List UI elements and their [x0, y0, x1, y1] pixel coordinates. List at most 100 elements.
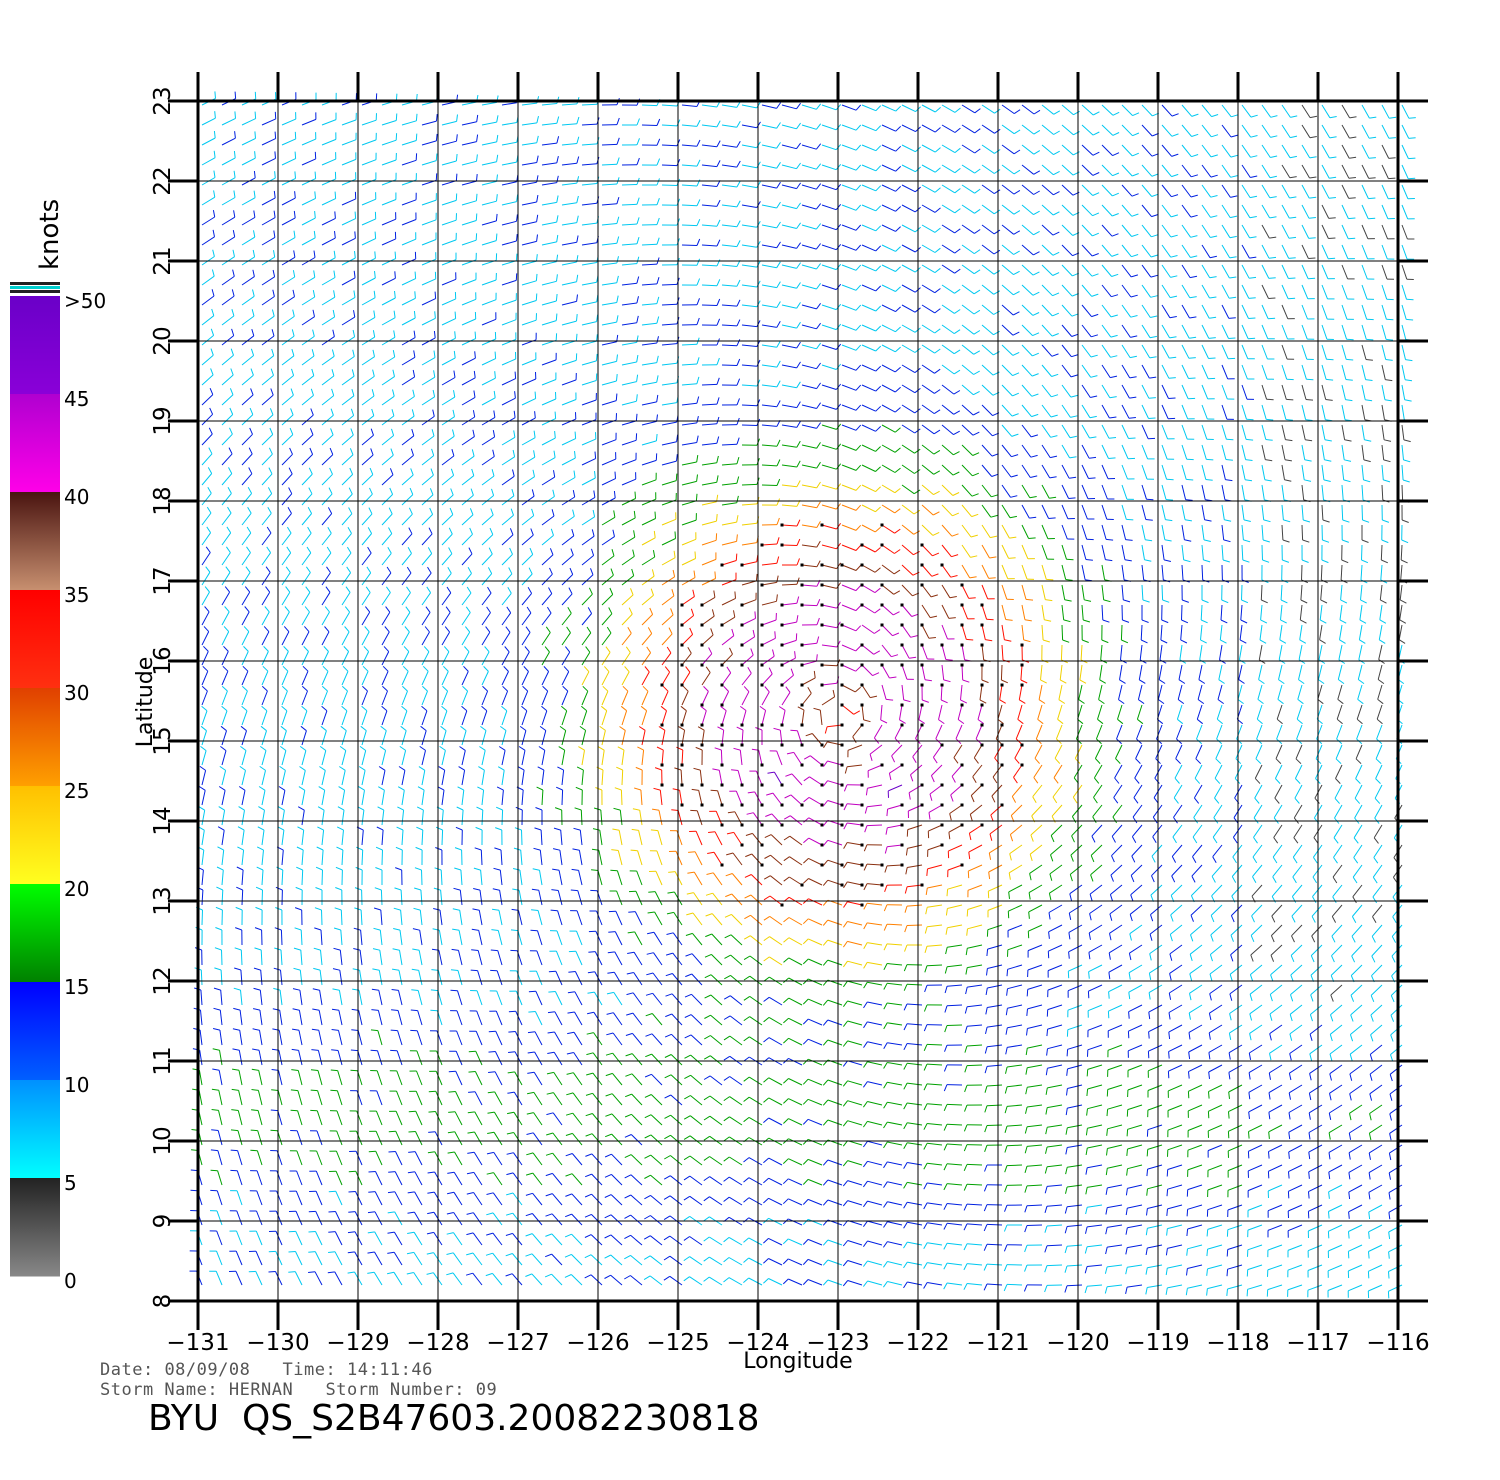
wind-barb [341, 178, 356, 186]
wind-barb [1281, 484, 1285, 500]
wind-barb-flag [1209, 276, 1217, 279]
wind-barb-flag [932, 552, 940, 557]
wind-barb-flag [892, 632, 900, 637]
wind-barb [681, 596, 695, 606]
wind-barb-flag [450, 468, 455, 476]
wind-barb [1093, 784, 1103, 798]
wind-barb [1201, 124, 1212, 138]
wind-barb [1301, 224, 1310, 239]
wind-barb-flag [873, 650, 881, 655]
wind-barb [561, 671, 570, 686]
wind-barb [1008, 864, 1023, 874]
wind-barb-flag [448, 527, 453, 535]
wind-barb [1101, 164, 1113, 177]
wind-barb-flag [258, 786, 266, 791]
wind-barb [221, 275, 235, 286]
wind-barb [1081, 164, 1094, 176]
wind-barb-flag [1328, 237, 1336, 239]
wind-barb-flag [953, 390, 961, 395]
wind-barb [1315, 744, 1323, 759]
wind-barb [341, 572, 352, 586]
wind-barb-flag [909, 656, 917, 659]
wind-barb [869, 744, 883, 755]
wind-barb [541, 632, 551, 646]
rain-flag-marker [700, 743, 704, 747]
wind-barb-flag [895, 186, 902, 192]
wind-barb-flag [381, 705, 388, 712]
wind-barb [981, 384, 994, 396]
wind-barb [881, 384, 896, 393]
wind-barb [781, 384, 797, 389]
wind-barb [1041, 564, 1047, 580]
wind-barb-flag [816, 636, 820, 644]
wind-barb [1214, 764, 1223, 779]
wind-barb-flag [928, 637, 936, 639]
wind-barb-flag [473, 390, 476, 398]
wind-barb [1221, 384, 1228, 400]
wind-barb [741, 124, 757, 129]
wind-barb [1059, 664, 1063, 680]
wind-barb [761, 484, 778, 486]
wind-barb [801, 364, 817, 370]
wind-barb [661, 144, 678, 147]
wind-barb [1120, 624, 1123, 641]
wind-barb [661, 750, 664, 766]
wind-barb-flag [1353, 857, 1359, 864]
wind-barb [921, 264, 936, 274]
wind-barb [501, 397, 516, 406]
wind-barb [861, 184, 876, 192]
rain-flag-marker [1000, 803, 1004, 807]
wind-barb [1341, 484, 1344, 501]
wind-barb [1216, 724, 1223, 740]
wind-barb-flag [783, 835, 791, 841]
wind-barb-flag [962, 679, 970, 683]
wind-barb-flag [1349, 116, 1357, 119]
wind-barb-flag [1341, 559, 1349, 564]
wind-barb-flag [593, 807, 601, 811]
wind-barb-flag [731, 769, 739, 771]
wind-barb-flag [954, 147, 961, 153]
wind-barb [657, 830, 663, 846]
wind-barb [821, 664, 838, 667]
wind-barb-flag [336, 826, 344, 831]
wind-barb-flag [487, 567, 493, 574]
wind-barb [694, 851, 703, 866]
wind-barb-flag [576, 215, 579, 223]
wind-barb [701, 710, 707, 726]
wind-barb [341, 671, 349, 686]
wind-barb [1281, 404, 1287, 420]
wind-barb [221, 512, 232, 526]
wind-barb-flag [886, 809, 889, 817]
wind-barb-flag [408, 527, 413, 535]
wind-barb-flag [1283, 519, 1291, 523]
wind-barb [521, 710, 528, 726]
wind-barb-flag [974, 148, 981, 154]
wind-barb-flag [934, 107, 941, 113]
rain-flag-marker [760, 663, 764, 667]
wind-barb [735, 790, 743, 806]
wind-barb [561, 632, 571, 646]
wind-barb [881, 604, 894, 616]
wind-barb [201, 453, 213, 466]
wind-barb-flag [1193, 817, 1199, 824]
wind-barb [718, 770, 723, 786]
wind-barb [841, 104, 857, 111]
wind-barb-flag [495, 827, 502, 831]
wind-barb [321, 869, 323, 886]
wind-barb [1152, 824, 1163, 838]
wind-barb [761, 264, 777, 269]
wind-barb-flag [1381, 539, 1389, 544]
wind-barb [581, 516, 595, 526]
wind-barb-flag [656, 336, 659, 344]
wind-barb [601, 203, 617, 206]
wind-barb [361, 710, 368, 726]
wind-barb-flag [536, 135, 539, 143]
wind-barb [1141, 304, 1151, 318]
wind-barb [501, 612, 512, 626]
wind-barb-flag [477, 786, 484, 791]
wind-barb [847, 822, 863, 826]
wind-barb [1101, 104, 1114, 116]
wind-barb [1121, 364, 1131, 379]
wind-barb-flag [1103, 599, 1111, 603]
wind-barb [841, 384, 857, 391]
